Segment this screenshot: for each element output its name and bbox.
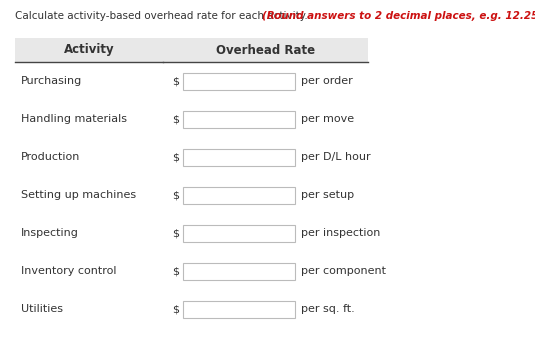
Text: Handling materials: Handling materials [21,114,127,124]
Text: $: $ [172,304,179,314]
Text: Overhead Rate: Overhead Rate [216,43,315,57]
Bar [183,224,295,242]
Text: per sq. ft.: per sq. ft. [301,304,355,314]
Text: per component: per component [301,266,386,276]
Text: (Round answers to 2 decimal places, e.g. 12.25.): (Round answers to 2 decimal places, e.g.… [262,11,535,21]
Text: $: $ [172,266,179,276]
Bar [15,38,368,62]
Text: Activity: Activity [64,43,114,57]
Text: Purchasing: Purchasing [21,76,82,86]
Text: per D/L hour: per D/L hour [301,152,371,162]
Bar [183,72,295,90]
Text: per inspection: per inspection [301,228,380,238]
Text: Setting up machines: Setting up machines [21,190,136,200]
Text: per move: per move [301,114,354,124]
Text: Production: Production [21,152,80,162]
Text: Calculate activity-based overhead rate for each activity.: Calculate activity-based overhead rate f… [15,11,311,21]
Text: per setup: per setup [301,190,354,200]
Bar [183,263,295,279]
Bar [183,149,295,165]
Text: $: $ [172,152,179,162]
Text: Inventory control: Inventory control [21,266,117,276]
Text: $: $ [172,114,179,124]
Text: Utilities: Utilities [21,304,63,314]
Text: $: $ [172,228,179,238]
Bar [183,301,295,317]
Text: $: $ [172,76,179,86]
Text: $: $ [172,190,179,200]
Bar [183,186,295,204]
Bar [183,111,295,127]
Text: per order: per order [301,76,353,86]
Text: Inspecting: Inspecting [21,228,79,238]
